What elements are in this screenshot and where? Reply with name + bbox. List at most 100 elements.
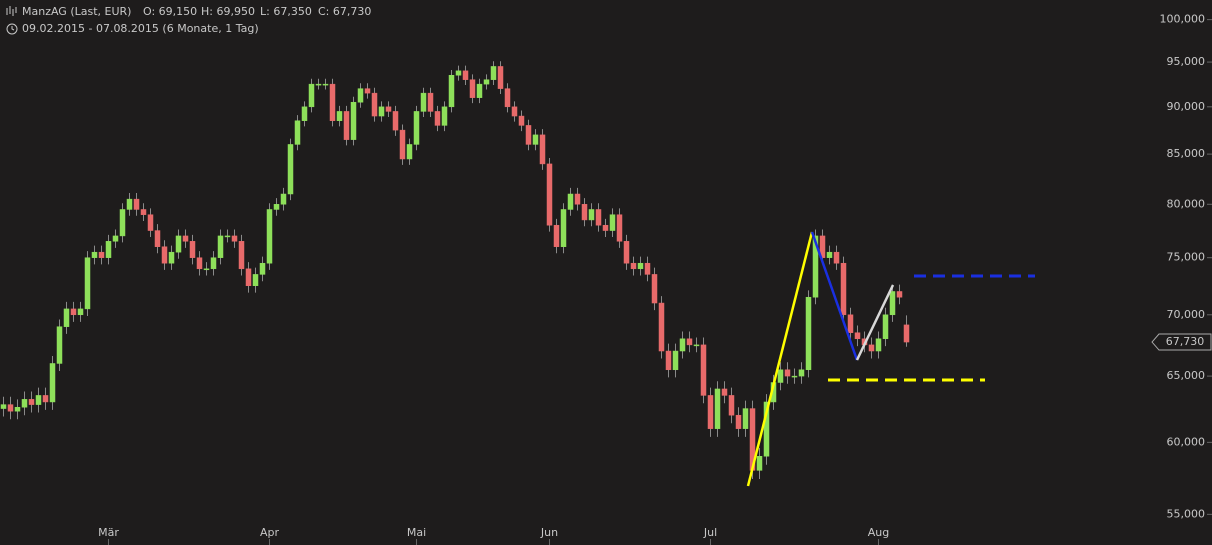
candle-body (826, 251, 833, 258)
candle-body (693, 344, 700, 347)
x-tick-label: Apr (260, 526, 280, 539)
candle-body (322, 83, 329, 86)
candle-body (833, 251, 840, 264)
candle-body (210, 257, 217, 270)
ohlc-close: C: 67,730 (318, 5, 371, 18)
candle-body (126, 198, 133, 210)
candle-body (56, 326, 63, 364)
candle-body (840, 262, 847, 316)
candle-body (469, 79, 476, 98)
candle-body (399, 129, 406, 160)
candle-body (637, 262, 644, 270)
candle-body (77, 308, 84, 316)
x-tick-label: Jul (703, 526, 717, 539)
x-tick-label: Jun (540, 526, 558, 539)
ohlc-low: L: 67,350 (260, 5, 312, 18)
candle-body (168, 251, 175, 264)
candle-body (700, 344, 707, 396)
candle-body (497, 66, 504, 89)
candle-body (651, 274, 658, 304)
candle-body (812, 235, 819, 298)
candle-body (252, 274, 259, 286)
y-tick-label: 75,000 (1167, 251, 1206, 264)
candle-body (420, 92, 427, 112)
candle-body (483, 79, 490, 85)
candle-body (273, 204, 280, 210)
candle-body (581, 204, 588, 221)
candle-body (896, 291, 903, 298)
y-tick-label: 65,000 (1167, 369, 1206, 382)
candle-body (644, 262, 651, 275)
candle-body (315, 83, 322, 86)
candle-body (329, 83, 336, 121)
candle-body (735, 414, 742, 429)
y-tick-label: 90,000 (1167, 100, 1206, 113)
candle-body (294, 120, 301, 145)
candle-body (763, 401, 770, 457)
candle-body (175, 235, 182, 253)
candle-body (574, 193, 581, 205)
candle-body (798, 369, 805, 377)
candle-body (518, 115, 525, 126)
candle-body (133, 198, 140, 210)
candle-body (882, 314, 889, 340)
candle-body (791, 375, 798, 378)
candle-body (203, 268, 210, 271)
candle-body (392, 111, 399, 131)
candle-body (504, 88, 511, 108)
y-tick-label: 100,000 (1160, 13, 1206, 26)
candle-body (525, 125, 532, 145)
candle-body (189, 241, 196, 258)
candle-body (119, 209, 126, 237)
x-tick-label: Mär (98, 526, 119, 539)
candle-body (266, 209, 273, 264)
candle-body (308, 83, 315, 108)
clock-icon (6, 23, 18, 35)
candle-body (728, 395, 735, 416)
candle-body (245, 268, 252, 286)
candle-body (378, 106, 385, 117)
candle-body (448, 74, 455, 108)
candle-body (532, 134, 539, 145)
drawings (746, 231, 1035, 487)
candle-body (182, 235, 189, 242)
candle-body (609, 214, 616, 231)
candle-body (371, 92, 378, 117)
candle-body (154, 230, 161, 247)
y-tick-label: 80,000 (1167, 197, 1206, 210)
candle-body (784, 369, 791, 377)
candle-body (84, 257, 91, 310)
price-tag-label: 67,730 (1166, 335, 1205, 348)
candle-body (287, 144, 294, 195)
trend-line (855, 284, 895, 361)
candle-body (161, 246, 168, 264)
candle-body (602, 224, 609, 231)
candle-body (7, 404, 14, 412)
candle-body (427, 92, 434, 112)
candle-body (343, 111, 350, 140)
candle-body (441, 106, 448, 126)
header-icon (6, 6, 17, 16)
candle-body (231, 235, 238, 242)
candle-body (805, 296, 812, 371)
candle-body (616, 214, 623, 242)
candle-body (679, 338, 686, 352)
candle-body (196, 257, 203, 270)
y-tick-label: 85,000 (1167, 147, 1206, 160)
candle-body (588, 209, 595, 221)
candle-body (14, 406, 21, 412)
candle-body (490, 66, 497, 80)
candle-body (70, 308, 77, 316)
candle-body (819, 235, 826, 258)
candle-body (868, 344, 875, 352)
ohlc-open: O: 69,150 (143, 5, 197, 18)
candle-body (112, 235, 119, 242)
candle-body (686, 338, 693, 346)
candle-body (217, 235, 224, 258)
candle-body (714, 388, 721, 429)
candle-body (560, 209, 567, 247)
candle-body (476, 83, 483, 98)
x-tick-label: Aug (868, 526, 889, 539)
